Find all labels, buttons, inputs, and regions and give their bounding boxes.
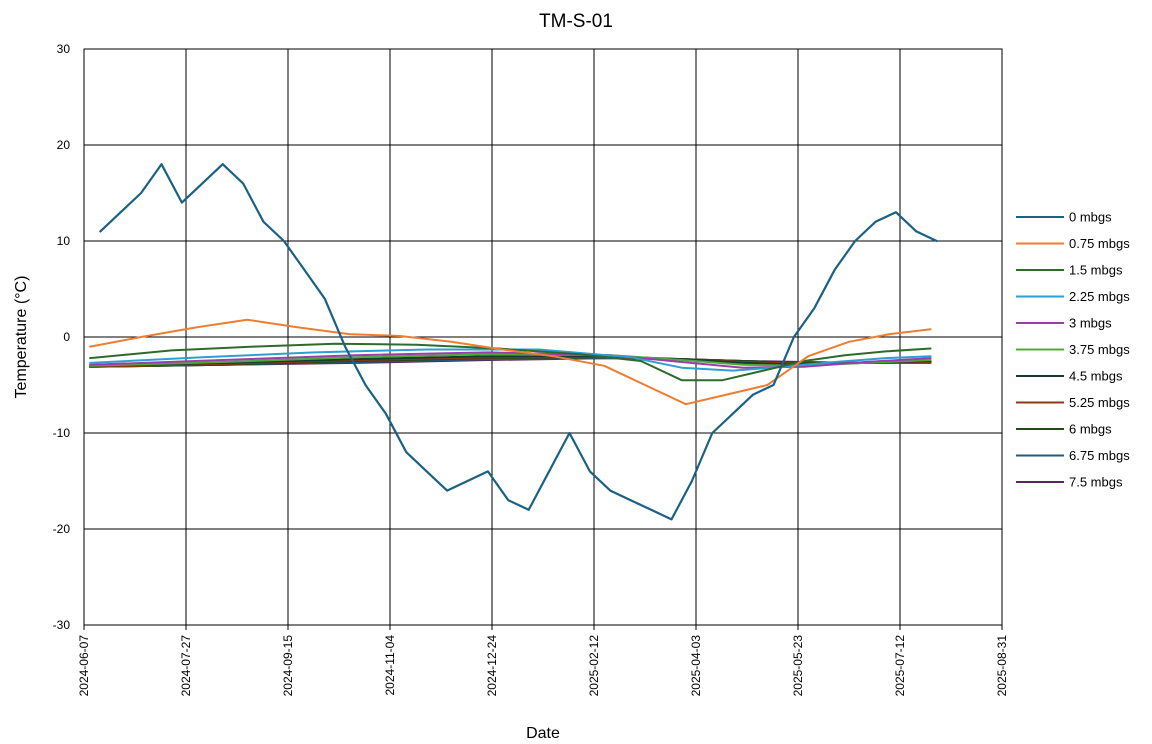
x-tick-label: 2024-12-24 xyxy=(485,635,499,697)
x-tick-label: 2024-06-07 xyxy=(77,635,91,697)
legend-label: 5.25 mbgs xyxy=(1069,395,1130,410)
x-tick-label: 2024-07-27 xyxy=(179,635,193,697)
y-axis-title: Temperature (°C) xyxy=(13,276,30,399)
legend-label: 6 mbgs xyxy=(1069,422,1112,437)
y-tick-label: -20 xyxy=(53,522,71,536)
x-tick-label: 2025-08-31 xyxy=(995,635,1009,697)
series-line-0-mbgs xyxy=(99,163,938,521)
x-tick-label: 2025-04-03 xyxy=(689,635,703,697)
legend-label: 6.75 mbgs xyxy=(1069,448,1130,463)
grid xyxy=(83,48,1003,630)
x-tick-label: 2024-09-15 xyxy=(281,635,295,697)
x-tick-label: 2025-02-12 xyxy=(587,635,601,697)
legend-label: 7.5 mbgs xyxy=(1069,475,1123,490)
y-tick-label: 30 xyxy=(57,42,71,56)
series-line-2-25-mbgs xyxy=(89,348,932,372)
y-tick-label: -10 xyxy=(53,426,71,440)
x-tick-label: 2025-05-23 xyxy=(791,635,805,697)
y-tick-labels: -30 -20 -10 0 10 20 30 xyxy=(53,42,71,632)
series-lines xyxy=(89,163,938,521)
y-tick-label: 0 xyxy=(63,330,70,344)
chart-title: TM-S-01 xyxy=(539,11,613,32)
legend-label: 4.5 mbgs xyxy=(1069,369,1123,384)
legend-label: 3 mbgs xyxy=(1069,316,1112,331)
legend-label: 1.5 mbgs xyxy=(1069,263,1123,278)
series-line-0-75-mbgs xyxy=(89,318,932,406)
x-axis-title: Date xyxy=(526,725,560,742)
legend-label: 3.75 mbgs xyxy=(1069,342,1130,357)
legend-label: 0.75 mbgs xyxy=(1069,236,1130,251)
x-tick-labels: 2024-06-07 2024-07-27 2024-09-15 2024-11-04… xyxy=(77,635,1009,697)
series-line-3-mbgs xyxy=(89,351,932,369)
y-tick-label: 20 xyxy=(57,138,71,152)
legend-label: 2.25 mbgs xyxy=(1069,289,1130,304)
plot-frame xyxy=(83,48,1003,626)
y-tick-label: 10 xyxy=(57,234,71,248)
x-tick-label: 2024-11-04 xyxy=(383,635,397,696)
series-line-1-5-mbgs xyxy=(89,342,932,382)
x-tick-label: 2025-07-12 xyxy=(893,635,907,697)
y-tick-label: -30 xyxy=(53,618,71,632)
legend-label: 0 mbgs xyxy=(1069,210,1112,225)
legend: 0 mbgs 0.75 mbgs 1.5 mbgs 2.25 mbgs 3 mbgs 3.… xyxy=(1016,210,1130,490)
